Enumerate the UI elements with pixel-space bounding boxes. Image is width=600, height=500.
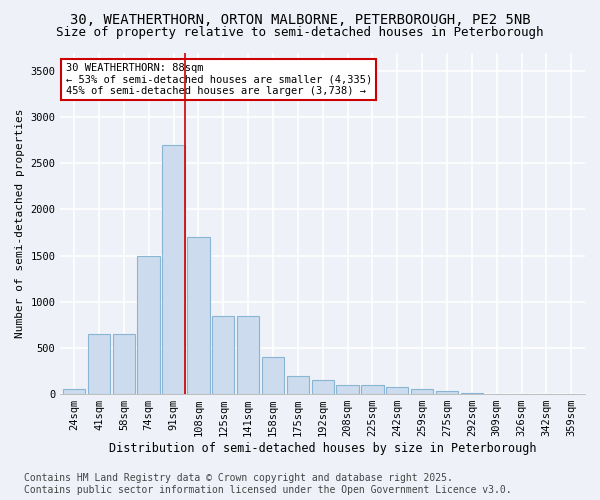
- Y-axis label: Number of semi-detached properties: Number of semi-detached properties: [15, 108, 25, 338]
- Bar: [63, 390, 85, 394]
- Bar: [461, 393, 483, 394]
- Bar: [287, 376, 309, 394]
- Text: Size of property relative to semi-detached houses in Peterborough: Size of property relative to semi-detach…: [56, 26, 544, 39]
- Bar: [163, 145, 185, 394]
- X-axis label: Distribution of semi-detached houses by size in Peterborough: Distribution of semi-detached houses by …: [109, 442, 536, 455]
- Bar: [411, 390, 433, 394]
- Text: 30 WEATHERTHORN: 88sqm
← 53% of semi-detached houses are smaller (4,335)
45% of : 30 WEATHERTHORN: 88sqm ← 53% of semi-det…: [65, 62, 372, 96]
- Bar: [212, 316, 235, 394]
- Bar: [137, 256, 160, 394]
- Bar: [436, 392, 458, 394]
- Bar: [361, 385, 383, 394]
- Text: 30, WEATHERTHORN, ORTON MALBORNE, PETERBOROUGH, PE2 5NB: 30, WEATHERTHORN, ORTON MALBORNE, PETERB…: [70, 12, 530, 26]
- Bar: [386, 387, 409, 394]
- Bar: [187, 237, 209, 394]
- Bar: [311, 380, 334, 394]
- Text: Contains HM Land Registry data © Crown copyright and database right 2025.
Contai: Contains HM Land Registry data © Crown c…: [24, 474, 512, 495]
- Bar: [237, 316, 259, 394]
- Bar: [337, 385, 359, 394]
- Bar: [262, 357, 284, 394]
- Bar: [88, 334, 110, 394]
- Bar: [113, 334, 135, 394]
